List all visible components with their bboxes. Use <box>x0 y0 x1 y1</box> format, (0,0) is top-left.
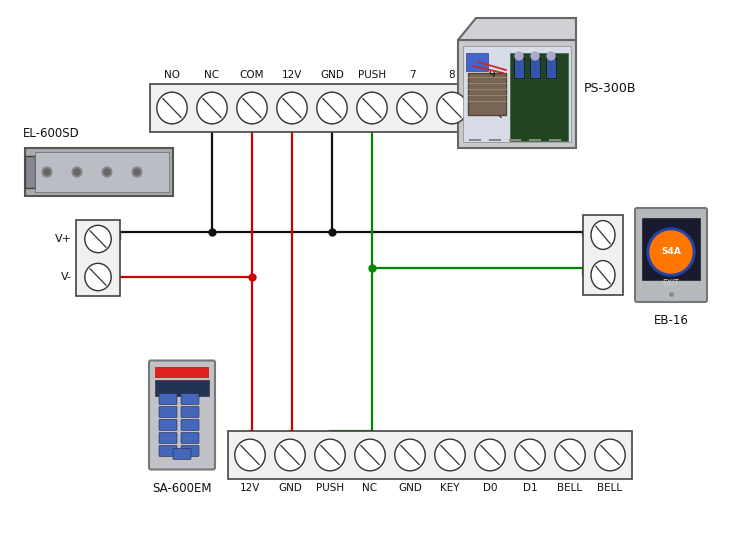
Circle shape <box>44 169 50 175</box>
Bar <box>25 156 35 188</box>
Circle shape <box>104 169 110 175</box>
Text: D0: D0 <box>483 483 497 493</box>
Ellipse shape <box>355 439 386 471</box>
Bar <box>458 40 576 148</box>
Text: V-: V- <box>61 272 72 282</box>
Text: D1: D1 <box>523 483 537 493</box>
Circle shape <box>647 228 695 276</box>
Circle shape <box>74 169 80 175</box>
Circle shape <box>42 167 52 177</box>
Circle shape <box>102 167 112 177</box>
Bar <box>25 148 173 196</box>
Ellipse shape <box>316 92 347 124</box>
Ellipse shape <box>477 92 507 124</box>
Circle shape <box>531 52 539 60</box>
Bar <box>514 58 524 78</box>
Ellipse shape <box>274 439 305 471</box>
Circle shape <box>650 231 692 273</box>
FancyBboxPatch shape <box>159 445 177 457</box>
Ellipse shape <box>394 439 425 471</box>
Bar <box>642 218 700 280</box>
Bar <box>155 379 209 395</box>
Bar <box>228 431 632 479</box>
Bar <box>466 53 488 71</box>
FancyBboxPatch shape <box>173 449 191 459</box>
Circle shape <box>132 167 142 177</box>
Ellipse shape <box>237 92 267 124</box>
Text: 7: 7 <box>409 70 416 80</box>
Bar <box>530 58 540 78</box>
Text: BELL: BELL <box>557 483 583 493</box>
Ellipse shape <box>357 92 387 124</box>
Circle shape <box>547 52 555 60</box>
Text: PUSH: PUSH <box>358 70 386 80</box>
FancyBboxPatch shape <box>181 420 199 430</box>
Bar <box>155 366 209 378</box>
Bar <box>468 73 506 115</box>
Bar <box>583 215 623 295</box>
FancyBboxPatch shape <box>181 445 199 457</box>
Ellipse shape <box>555 439 585 471</box>
Ellipse shape <box>235 439 266 471</box>
Text: S4A: S4A <box>661 247 681 257</box>
Text: EB-16: EB-16 <box>653 314 688 327</box>
Circle shape <box>134 169 140 175</box>
Ellipse shape <box>435 439 465 471</box>
Polygon shape <box>458 18 576 40</box>
Ellipse shape <box>397 92 427 124</box>
FancyBboxPatch shape <box>181 433 199 443</box>
Ellipse shape <box>277 92 308 124</box>
Bar <box>76 220 120 296</box>
Text: GND: GND <box>398 483 422 493</box>
Ellipse shape <box>315 439 345 471</box>
Ellipse shape <box>436 92 467 124</box>
Ellipse shape <box>591 221 615 250</box>
Ellipse shape <box>595 439 626 471</box>
Text: COM: COM <box>240 70 264 80</box>
Text: GND: GND <box>278 483 302 493</box>
FancyBboxPatch shape <box>159 433 177 443</box>
Text: V+: V+ <box>55 234 72 244</box>
FancyBboxPatch shape <box>159 420 177 430</box>
Text: PS-300B: PS-300B <box>584 81 637 95</box>
FancyBboxPatch shape <box>181 407 199 417</box>
Bar <box>150 84 514 132</box>
Text: NC: NC <box>362 483 377 493</box>
Circle shape <box>72 167 82 177</box>
Circle shape <box>515 52 523 60</box>
Ellipse shape <box>85 225 111 253</box>
Bar <box>546 58 556 78</box>
Text: 8: 8 <box>448 70 455 80</box>
Bar <box>510 53 568 141</box>
FancyBboxPatch shape <box>149 360 215 470</box>
Text: 12V: 12V <box>282 70 302 80</box>
Text: BELL: BELL <box>598 483 622 493</box>
Ellipse shape <box>475 439 506 471</box>
FancyBboxPatch shape <box>159 393 177 405</box>
Ellipse shape <box>157 92 188 124</box>
Ellipse shape <box>85 263 111 291</box>
FancyBboxPatch shape <box>159 407 177 417</box>
Text: GND: GND <box>320 70 344 80</box>
Ellipse shape <box>196 92 227 124</box>
Ellipse shape <box>591 260 615 289</box>
Text: PUSH: PUSH <box>316 483 344 493</box>
Text: NC: NC <box>205 70 220 80</box>
FancyBboxPatch shape <box>635 208 707 302</box>
Bar <box>35 152 169 192</box>
Text: EL-600SD: EL-600SD <box>23 127 80 140</box>
Bar <box>463 46 571 142</box>
Text: 9: 9 <box>489 70 495 80</box>
Text: EXIT: EXIT <box>662 280 680 288</box>
Ellipse shape <box>514 439 545 471</box>
Text: 12V: 12V <box>240 483 260 493</box>
Text: NO: NO <box>164 70 180 80</box>
Text: SA-600EM: SA-600EM <box>152 482 211 494</box>
Text: KEY: KEY <box>440 483 460 493</box>
FancyBboxPatch shape <box>181 393 199 405</box>
